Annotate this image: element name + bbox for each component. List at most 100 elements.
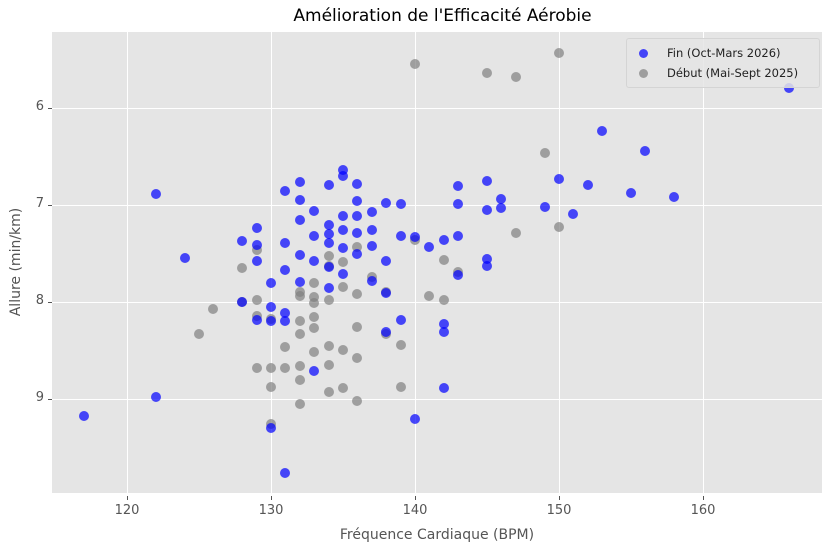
data-point-fin: [582, 179, 593, 190]
grid-line-vertical: [703, 32, 704, 493]
data-point-debut: [438, 255, 449, 266]
data-point-fin: [266, 316, 276, 327]
data-point-fin: [280, 186, 291, 197]
data-point-fin: [309, 205, 320, 216]
data-point-fin: [395, 199, 406, 210]
data-point-fin: [381, 327, 392, 338]
plot-area: [52, 32, 822, 493]
data-point-debut: [280, 362, 291, 373]
data-point-fin: [338, 170, 348, 181]
grid-line-vertical: [127, 32, 128, 493]
chart-title: Amélioration de l'Efficacité Aérobie: [293, 6, 592, 26]
x-tick: [127, 496, 128, 500]
data-point-debut: [323, 387, 334, 398]
data-point-fin: [438, 327, 449, 338]
y-tick: [48, 302, 52, 303]
grid-line-horizontal: [52, 205, 822, 206]
data-point-fin: [237, 235, 248, 246]
data-point-fin: [251, 223, 262, 234]
data-point-fin: [568, 208, 579, 219]
data-point-fin: [338, 242, 348, 253]
data-point-fin: [482, 204, 492, 215]
grid-line-horizontal: [52, 302, 822, 303]
data-point-fin: [381, 288, 392, 299]
data-point-fin: [179, 253, 190, 264]
data-point-debut: [237, 263, 248, 274]
y-tick: [48, 108, 52, 109]
data-point-fin: [640, 145, 651, 156]
blue-dot-icon: [639, 48, 648, 58]
data-point-fin: [626, 188, 636, 199]
data-point-fin: [266, 423, 276, 434]
data-point-fin: [338, 268, 348, 279]
data-point-debut: [539, 147, 550, 158]
data-point-debut: [510, 71, 521, 82]
data-point-debut: [482, 68, 492, 79]
data-point-fin: [438, 319, 449, 330]
y-tick-label: 6: [35, 99, 44, 114]
legend-item-fin: Fin (Oct-Mars 2026): [639, 44, 781, 62]
data-point-fin: [482, 175, 492, 186]
data-point-debut: [323, 360, 334, 371]
data-point-fin: [352, 210, 363, 221]
data-point-fin: [280, 237, 291, 248]
data-point-fin: [496, 194, 507, 205]
data-point-fin: [251, 315, 262, 326]
data-point-debut: [309, 347, 320, 358]
x-tick-label: 150: [546, 503, 572, 518]
data-point-debut: [338, 383, 348, 394]
data-point-fin: [366, 206, 377, 217]
x-tick: [415, 496, 416, 500]
data-point-debut: [323, 295, 334, 306]
data-point-debut: [294, 291, 305, 302]
data-point-fin: [424, 241, 435, 252]
data-point-fin: [266, 277, 276, 288]
data-point-fin: [410, 414, 420, 425]
data-point-debut: [510, 228, 521, 239]
data-point-fin: [395, 231, 406, 242]
data-point-fin: [438, 234, 449, 245]
x-tick: [703, 496, 704, 500]
data-point-debut: [309, 311, 320, 322]
data-point-fin: [453, 269, 464, 280]
data-point-fin: [338, 210, 348, 221]
grid-line-vertical: [559, 32, 560, 493]
legend-label: Fin (Oct-Mars 2026): [667, 46, 781, 60]
data-point-debut: [438, 295, 449, 306]
y-tick-label: 7: [35, 196, 44, 211]
data-point-debut: [309, 277, 320, 288]
data-point-fin: [280, 467, 291, 478]
data-point-fin: [366, 240, 377, 251]
data-point-fin: [496, 202, 507, 213]
y-tick-label: 9: [35, 390, 44, 405]
data-point-debut: [554, 47, 564, 58]
data-point-debut: [352, 395, 363, 406]
x-tick: [559, 496, 560, 500]
data-point-fin: [323, 179, 334, 190]
data-point-fin: [597, 126, 608, 137]
data-point-fin: [323, 237, 334, 248]
data-point-debut: [309, 297, 320, 308]
data-point-debut: [294, 374, 305, 385]
gray-dot-icon: [639, 68, 648, 78]
data-point-fin: [453, 180, 464, 191]
data-point-debut: [251, 362, 262, 373]
data-point-debut: [251, 295, 262, 306]
data-point-fin: [395, 315, 406, 326]
data-point-fin: [309, 256, 320, 267]
x-axis-title: Fréquence Cardiaque (BPM): [339, 527, 535, 543]
data-point-debut: [294, 361, 305, 372]
data-point-debut: [266, 382, 276, 393]
data-point-fin: [352, 249, 363, 260]
data-point-fin: [539, 201, 550, 212]
y-tick: [48, 205, 52, 206]
data-point-fin: [266, 301, 276, 312]
data-point-fin: [323, 283, 334, 294]
data-point-fin: [352, 178, 363, 189]
data-point-fin: [338, 225, 348, 236]
data-point-debut: [208, 303, 219, 314]
data-point-fin: [323, 262, 334, 273]
data-point-debut: [323, 251, 334, 262]
data-point-debut: [352, 241, 363, 252]
x-tick: [271, 496, 272, 500]
